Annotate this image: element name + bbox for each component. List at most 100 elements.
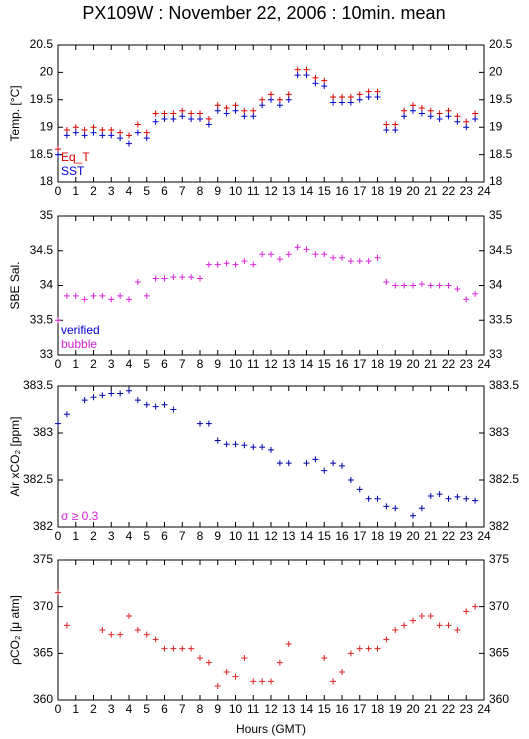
x-tick-label: 9 — [214, 357, 221, 371]
x-tick-label: 21 — [424, 357, 438, 371]
x-tick-label: 17 — [353, 184, 367, 198]
x-tick-label: 12 — [264, 357, 278, 371]
data-point — [55, 151, 61, 158]
data-point — [294, 72, 301, 79]
data-point — [188, 645, 195, 652]
x-tick-label: 20 — [406, 529, 420, 543]
data-point — [259, 678, 266, 685]
data-point — [232, 102, 239, 109]
data-point — [143, 631, 150, 638]
data-point — [232, 261, 239, 268]
data-point — [117, 631, 124, 638]
x-tick-label: 6 — [161, 702, 168, 716]
data-point — [410, 617, 416, 624]
data-point — [268, 96, 274, 103]
x-tick-label: 12 — [264, 184, 278, 198]
data-point — [268, 91, 274, 98]
x-tick-label: 15 — [318, 702, 332, 716]
data-point — [401, 113, 408, 120]
data-point — [268, 251, 274, 258]
data-point — [303, 72, 310, 79]
data-point — [108, 126, 115, 133]
data-point — [223, 260, 230, 267]
x-tick-label: 23 — [460, 184, 474, 198]
data-point — [223, 105, 230, 112]
x-tick-label: 12 — [264, 702, 278, 716]
x-tick-label: 4 — [126, 529, 133, 543]
data-point — [276, 659, 283, 666]
data-point — [250, 261, 257, 268]
x-tick-label: 20 — [406, 702, 420, 716]
y-tick-label-right: 33.5 — [489, 312, 513, 326]
x-tick-label: 21 — [424, 184, 438, 198]
data-point — [418, 613, 425, 619]
data-point — [330, 94, 337, 101]
x-tick-label: 22 — [442, 702, 456, 716]
data-point — [134, 121, 141, 128]
data-point — [472, 290, 479, 297]
data-point — [143, 129, 150, 136]
data-point — [259, 444, 266, 451]
data-point — [401, 282, 408, 289]
x-tick-label: 19 — [389, 702, 403, 716]
y-tick-label: 382.5 — [23, 472, 53, 486]
data-point — [232, 107, 239, 114]
data-point — [321, 77, 328, 84]
y-tick-label: 18.5 — [30, 147, 54, 161]
x-tick-label: 19 — [389, 357, 403, 371]
data-point — [197, 115, 203, 122]
x-tick-label: 7 — [179, 529, 186, 543]
data-point — [383, 121, 390, 128]
data-point — [285, 251, 292, 258]
data-point — [454, 113, 461, 120]
data-point — [126, 613, 132, 619]
data-point — [117, 390, 124, 397]
y-tick-label: 375 — [33, 552, 53, 566]
x-tick-label: 13 — [282, 184, 296, 198]
data-point — [72, 129, 79, 136]
data-point — [241, 655, 248, 661]
data-point — [188, 110, 195, 117]
data-point — [374, 495, 381, 502]
data-point — [410, 102, 416, 109]
x-tick-label: 17 — [353, 357, 367, 371]
data-point — [321, 655, 328, 661]
data-point — [472, 603, 479, 610]
data-point — [214, 683, 221, 689]
data-point — [143, 292, 150, 299]
data-point — [454, 627, 461, 633]
x-tick-label: 18 — [371, 357, 385, 371]
data-point — [108, 390, 115, 397]
data-point — [463, 124, 470, 131]
data-point — [90, 124, 97, 131]
data-point — [285, 91, 292, 98]
y-tick-label-right: 383.5 — [489, 378, 519, 392]
data-point — [285, 96, 292, 103]
x-tick-label: 6 — [161, 529, 168, 543]
data-point — [63, 126, 70, 133]
y-tick-label-right: 35 — [489, 208, 503, 222]
data-point — [152, 118, 159, 125]
data-point — [374, 88, 381, 95]
data-point — [392, 282, 399, 289]
data-point — [463, 608, 470, 615]
data-point — [347, 258, 354, 265]
data-point — [126, 296, 132, 303]
data-point — [117, 129, 124, 136]
x-tick-label: 3 — [108, 702, 115, 716]
data-point — [427, 282, 434, 289]
data-point — [418, 110, 425, 117]
y-tick-label-right: 33 — [489, 347, 503, 361]
data-point — [134, 129, 141, 136]
x-tick-label: 1 — [72, 529, 79, 543]
data-point — [365, 258, 372, 265]
data-point — [241, 258, 248, 265]
x-tick-label: 19 — [389, 184, 403, 198]
data-point — [445, 107, 452, 114]
data-point — [436, 282, 443, 289]
data-point — [134, 279, 141, 286]
legend-entry: Eq_T — [61, 150, 90, 164]
data-point — [90, 292, 97, 299]
data-point — [285, 460, 292, 467]
y-tick-label: 19.5 — [30, 92, 54, 106]
